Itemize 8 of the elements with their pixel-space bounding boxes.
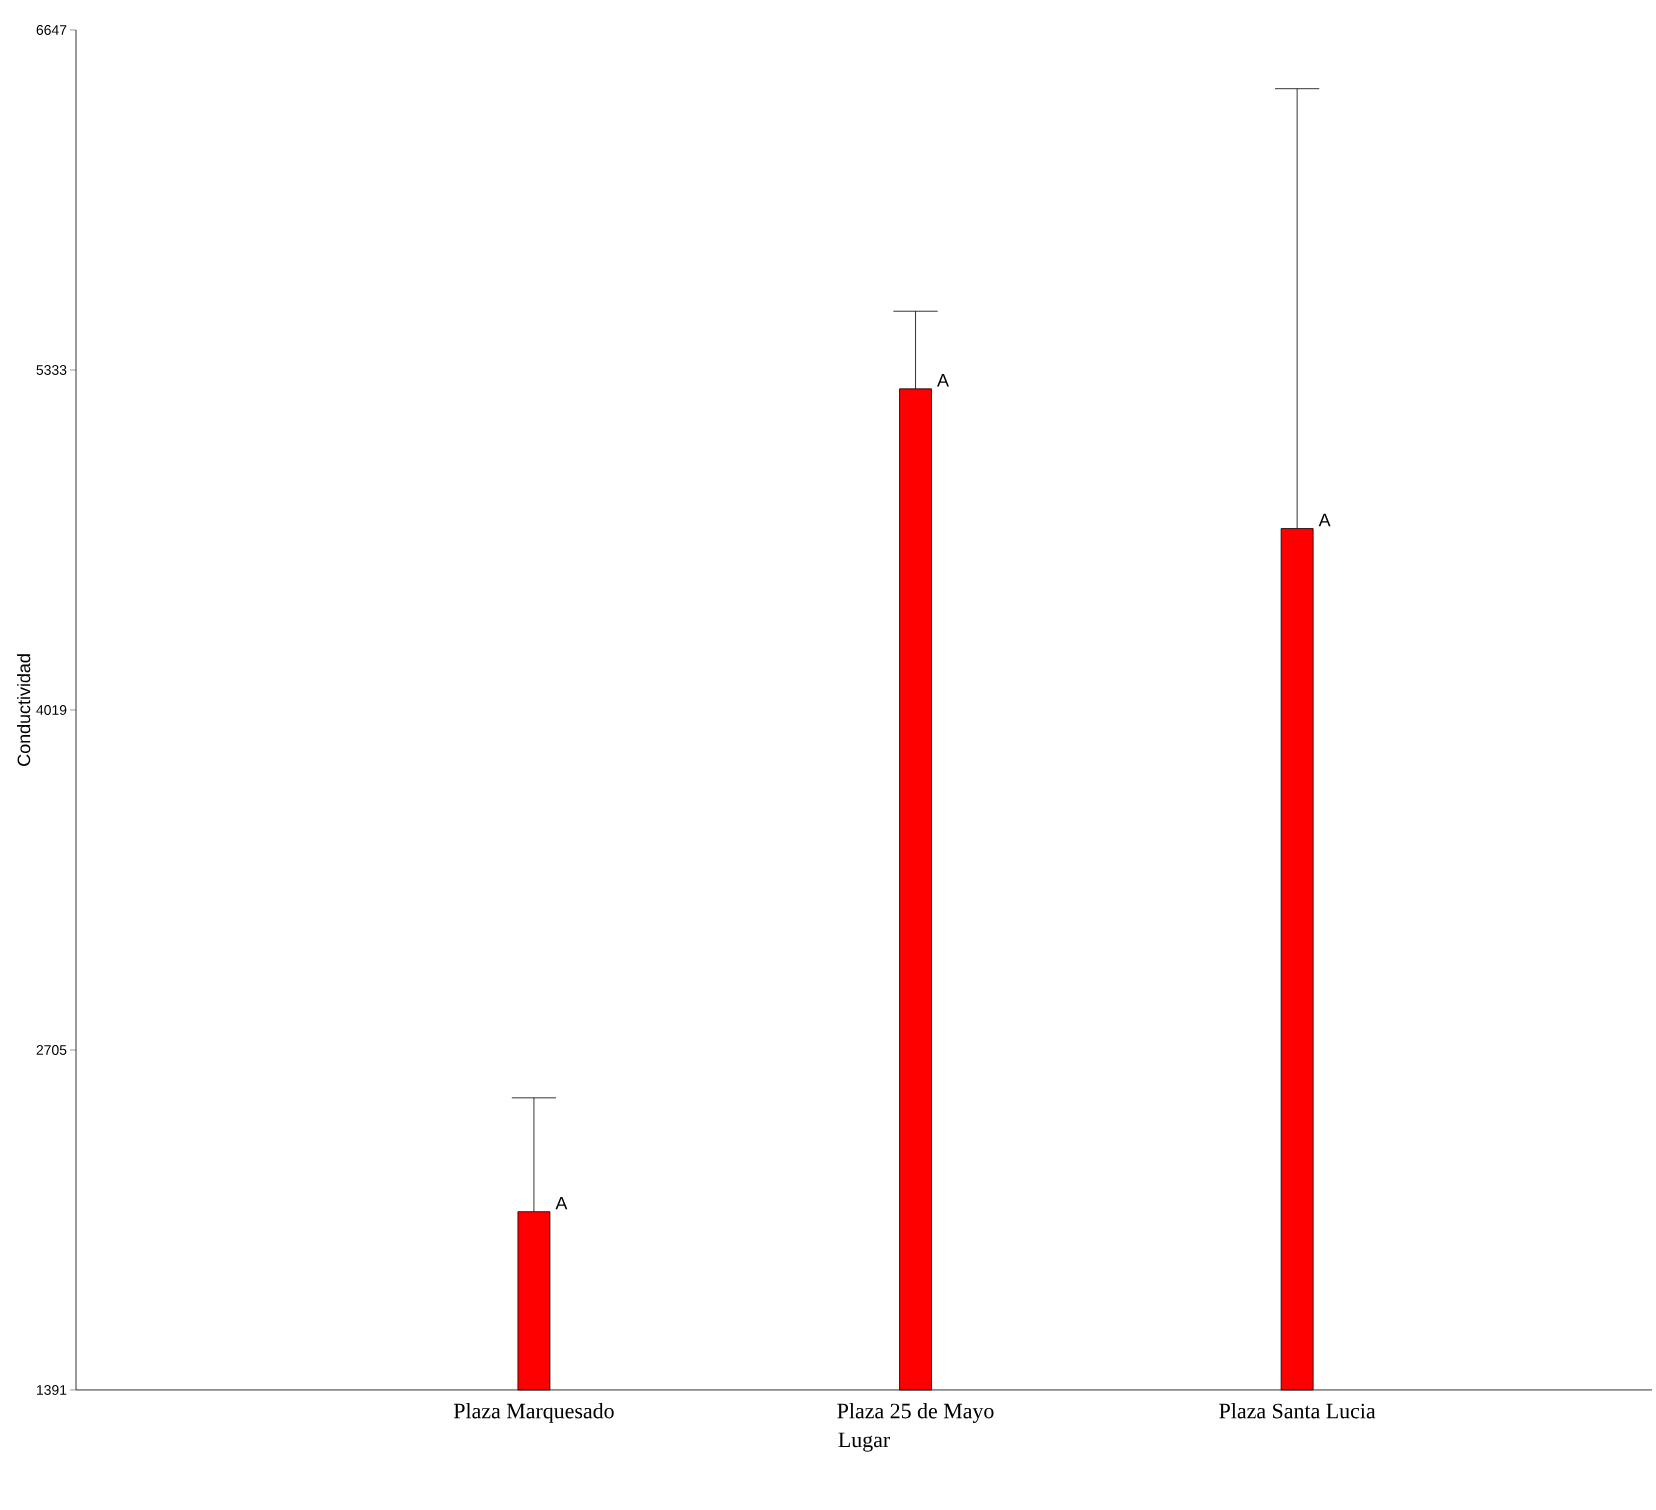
x-tick-label: Plaza Santa Lucia [1219, 1403, 1376, 1419]
annotation: A [555, 1196, 568, 1210]
x-tick-label: Plaza 25 de Mayo [837, 1403, 994, 1423]
annotation: A [1318, 513, 1331, 527]
x-tick-label: Plaza Marquesado [453, 1403, 614, 1423]
y-axis-title: Conductividad [17, 654, 31, 766]
annotation: A [937, 374, 949, 387]
x-axis-title: Lugar [838, 1432, 890, 1452]
